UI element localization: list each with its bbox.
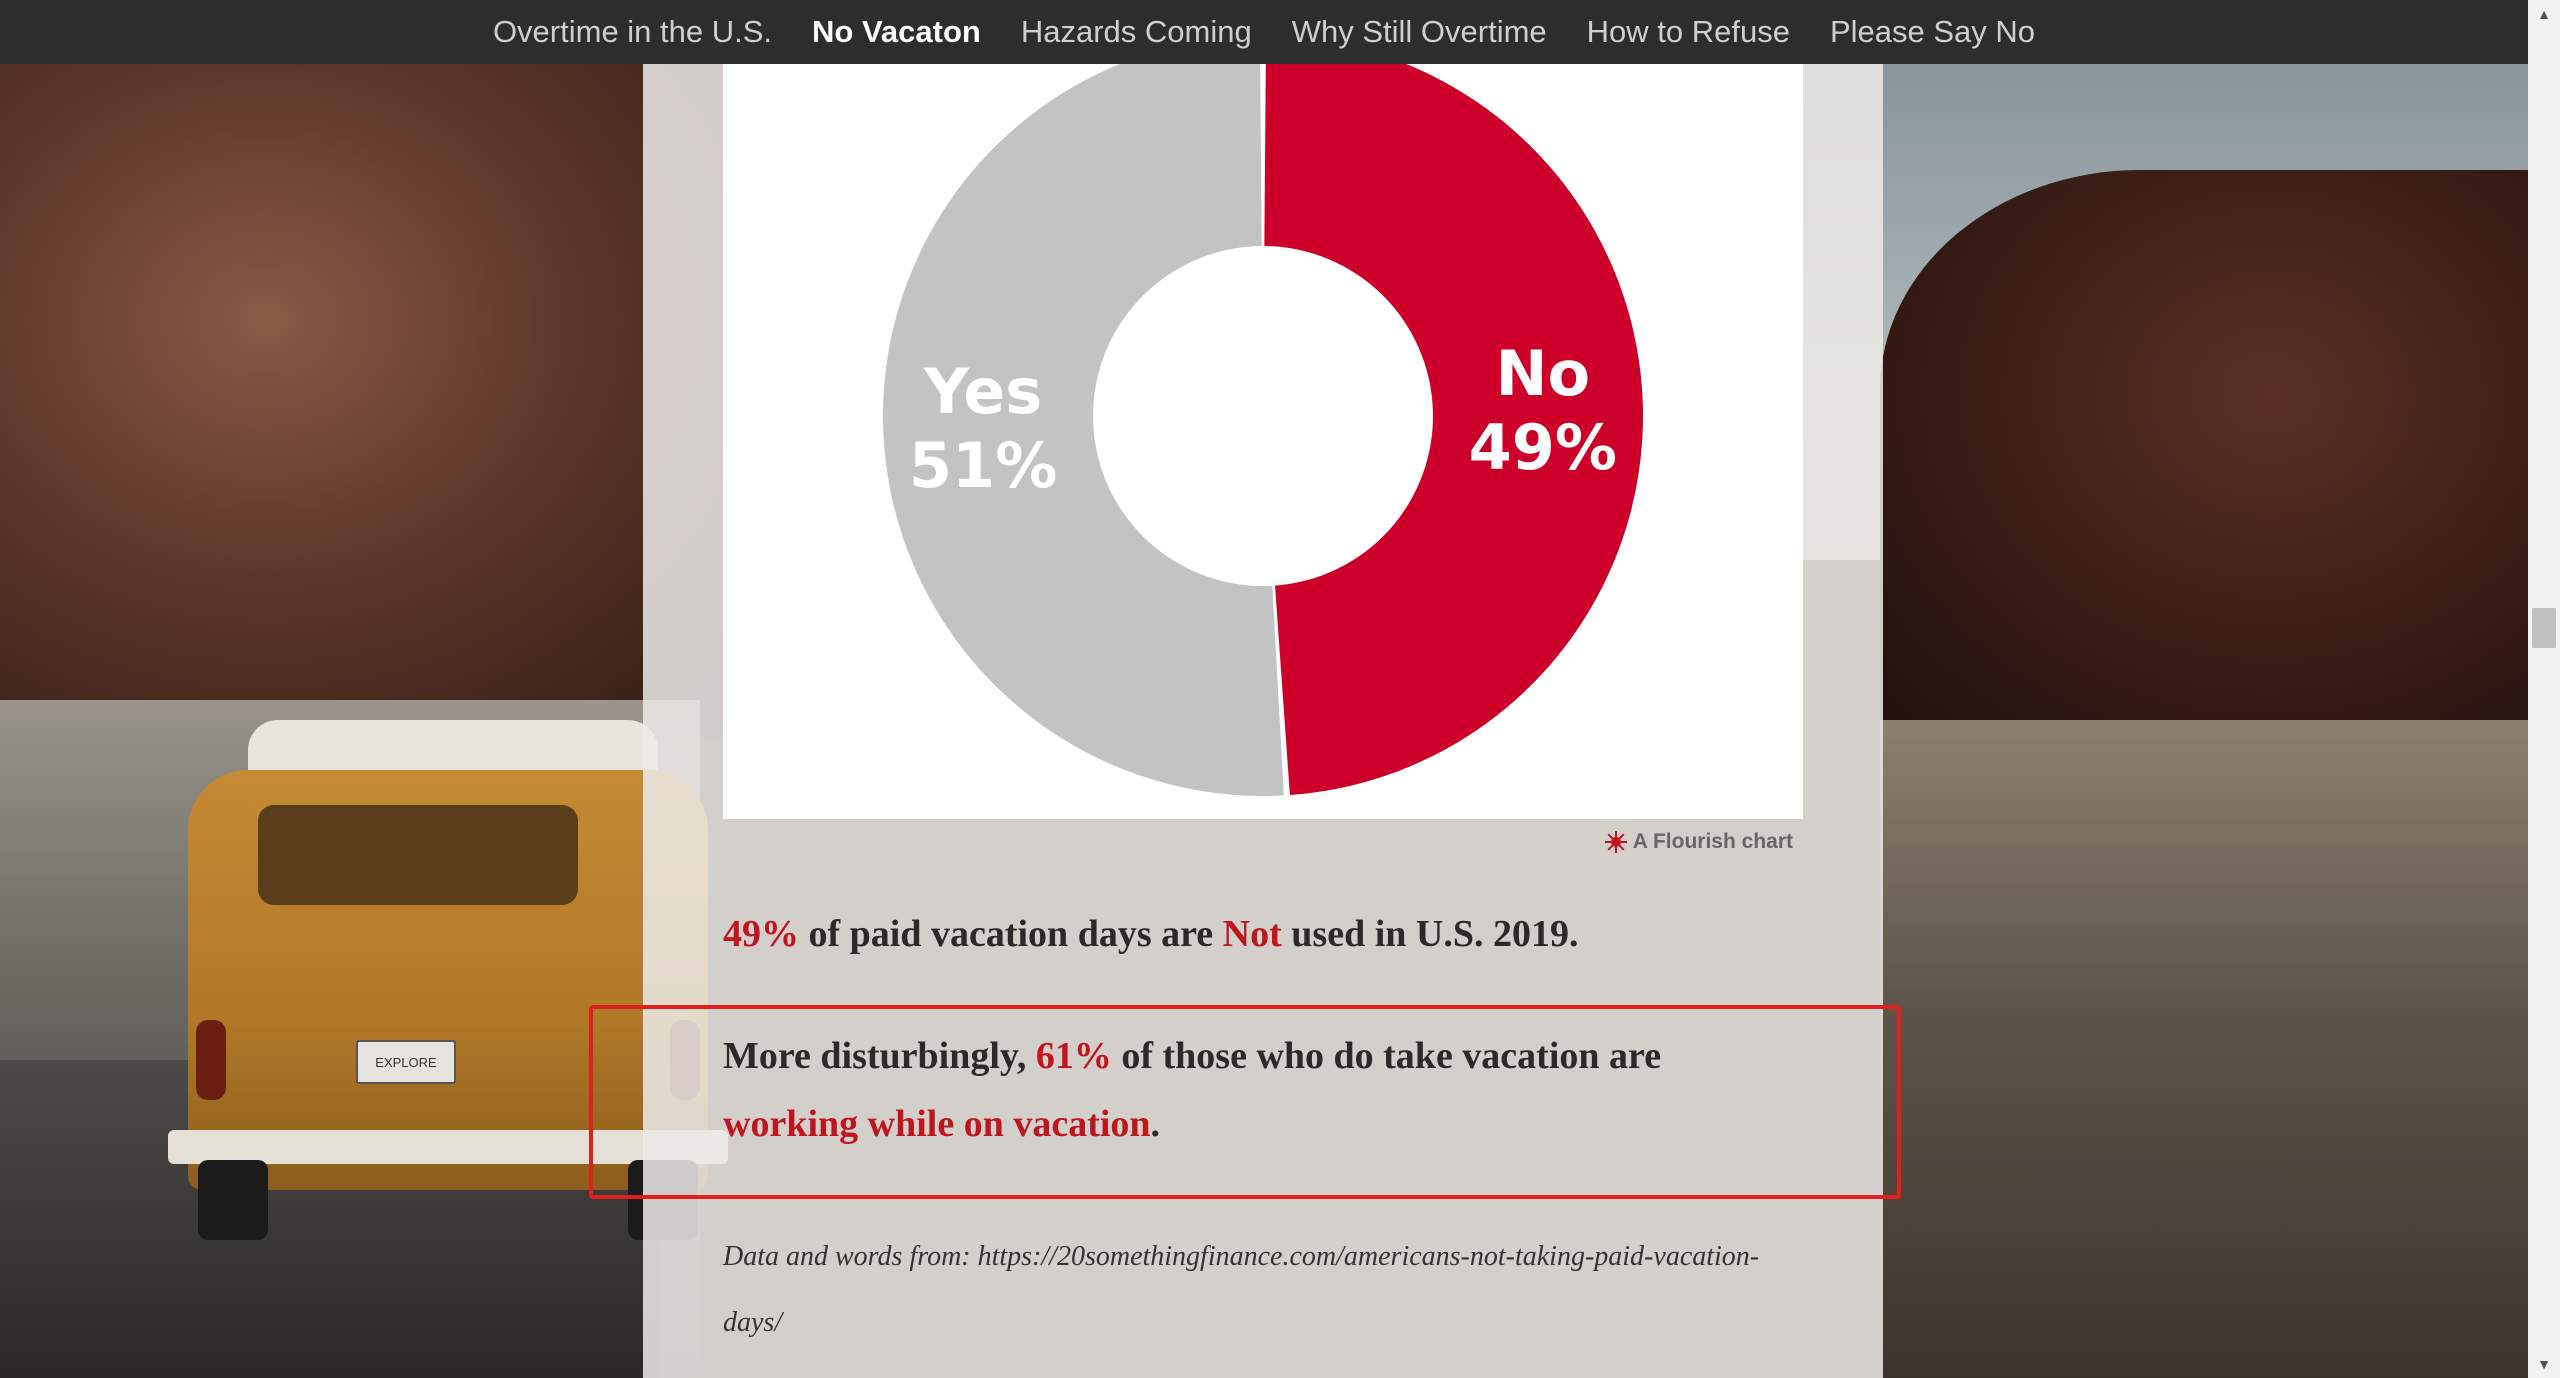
nav-item-why-overtime[interactable]: Why Still Overtime [1291,14,1547,49]
para1-text-b: used in U.S. 2019. [1281,913,1579,955]
scroll-up-arrow-icon[interactable]: ▲ [2537,6,2551,22]
unused-percent: 49% [723,913,799,955]
para2-text-c: . [1150,1103,1161,1145]
paragraph-unused-days: 49% of paid vacation days are Not used i… [723,912,1823,956]
scroll-down-arrow-icon[interactable]: ▼ [2537,1356,2551,1372]
van-wheel-left [198,1160,268,1240]
donut-label-name-no: No [1496,337,1590,410]
working-highlight: working while on vacation [723,1103,1151,1145]
top-navigation: Overtime in the U.S. No Vacaton Hazards … [0,0,2528,64]
donut-label-name-yes: Yes [923,355,1042,428]
donut-slice-no[interactable] [1264,36,1644,796]
camper-van: EXPLORE [168,720,728,1240]
nav-item-please-say-no[interactable]: Please Say No [1829,14,2036,49]
van-taillight-left [196,1020,226,1100]
nav-item-no-vacation[interactable]: No Vacaton [812,14,981,49]
para2-text-b: of those who do take vacation are [1111,1035,1662,1077]
left-rock-formation [0,40,760,740]
not-word: Not [1222,913,1282,955]
right-ground [1880,720,2530,1378]
nav-item-hazards[interactable]: Hazards Coming [1020,14,1252,49]
nav-item-overtime[interactable]: Overtime in the U.S. [492,14,773,49]
source-citation: Data and words from: https://20something… [723,1241,1760,1338]
nav-item-how-to-refuse[interactable]: How to Refuse [1586,14,1790,49]
scrollbar[interactable]: ▲ ▼ [2528,0,2560,1378]
van-bumper [168,1130,728,1164]
right-rock-formation [1880,170,2530,730]
flourish-credit[interactable]: A Flourish chart [1604,830,1793,854]
flourish-icon [1604,831,1627,853]
scroll-thumb[interactable] [2532,608,2556,648]
chart-card: No 49% Yes 51% [723,36,1803,819]
van-rear-window [258,805,578,905]
donut-label-value-yes: 51% [909,429,1057,502]
paragraph-working-on-vacation: More disturbingly, 61% of those who do t… [723,1022,1783,1158]
flourish-label: A Flourish chart [1632,830,1793,853]
para1-text-a: of paid vacation days are [799,913,1223,955]
van-license-plate: EXPLORE [356,1040,456,1084]
donut-slice-yes[interactable] [883,36,1284,796]
content-column: No 49% Yes 51% A Flourish chart 49% of paid… [643,36,1883,1378]
donut-label-value-no: 49% [1469,411,1617,484]
para2-text-a: More disturbingly, [723,1035,1036,1077]
working-percent: 61% [1035,1035,1112,1077]
